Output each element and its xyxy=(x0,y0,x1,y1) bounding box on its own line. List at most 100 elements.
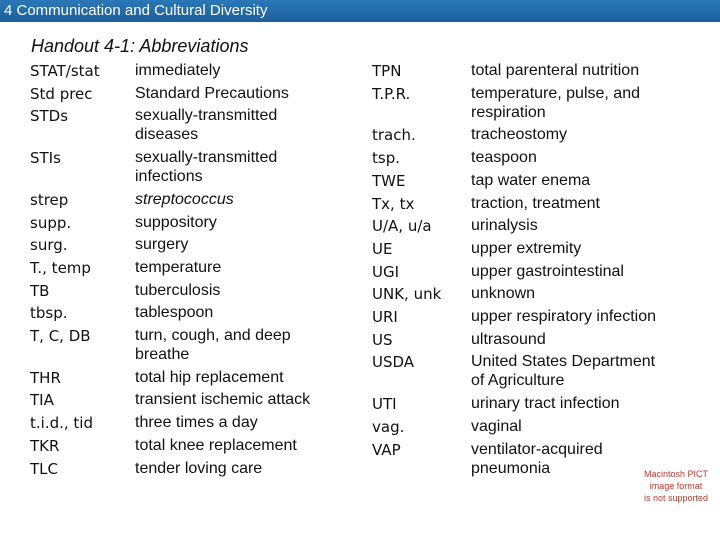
handout-title: Handout 4-1: Abbreviations xyxy=(31,36,249,56)
abbreviation: VAP xyxy=(372,440,401,459)
abbreviation: UNK, unk xyxy=(372,285,442,304)
meaning-line: traction, treatment xyxy=(471,194,600,212)
meaning-line: Standard Precautions xyxy=(135,84,289,102)
abbreviation: STDs xyxy=(30,107,69,126)
meaning-line: tender loving care xyxy=(135,459,263,477)
abbreviation: TIA xyxy=(30,391,54,410)
meaning-line: turn, cough, and deep xyxy=(135,327,291,344)
meaning: temperature, pulse, and respiration xyxy=(471,84,640,122)
meaning: ventilator-acquired pneumonia xyxy=(471,440,603,478)
meaning-line: respiration xyxy=(471,103,546,121)
abbreviation: t.i.d., tid xyxy=(30,414,93,433)
meaning-line: unknown xyxy=(471,285,536,303)
meaning: three times a day xyxy=(135,413,258,432)
abbreviation: TB xyxy=(30,281,50,300)
meaning: suppository xyxy=(135,213,217,232)
notice-line: is not supported xyxy=(643,493,709,503)
abbreviation: vag. xyxy=(372,417,405,436)
meaning: unknown xyxy=(471,284,535,303)
abbreviation: T.P.R. xyxy=(372,84,411,103)
abbreviation: THR xyxy=(30,368,61,387)
abbreviation: US xyxy=(372,330,393,349)
meaning-line: urinalysis xyxy=(471,217,538,235)
meaning-line: transient ischemic attack xyxy=(135,391,311,409)
meaning: upper respiratory infection xyxy=(471,307,656,326)
meaning: surgery xyxy=(135,235,188,254)
meaning-line: immediately xyxy=(135,62,221,79)
abbreviation: T., temp xyxy=(30,258,91,277)
abbreviation: TKR xyxy=(30,436,60,455)
meaning-line: upper gastrointestinal xyxy=(471,262,624,280)
meaning: total parenteral nutrition xyxy=(471,61,639,80)
abbreviation: strep xyxy=(30,190,69,209)
meaning: urinalysis xyxy=(471,216,538,235)
meaning: tender loving care xyxy=(135,459,262,478)
meaning-line: temperature xyxy=(135,258,222,276)
abbreviation: tbsp. xyxy=(30,304,68,323)
meaning: upper gastrointestinal xyxy=(471,262,624,281)
abbreviation: UGI xyxy=(372,262,400,281)
meaning-line: pneumonia xyxy=(471,459,551,477)
meaning: transient ischemic attack xyxy=(135,390,310,409)
meaning: tap water enema xyxy=(471,171,590,190)
meaning: sexually-transmitted infections xyxy=(135,148,277,186)
meaning-line: breathe xyxy=(135,346,190,363)
meaning: United States Department of Agriculture xyxy=(471,352,655,390)
meaning: teaspoon xyxy=(471,148,537,167)
abbreviation: STIs xyxy=(30,149,61,168)
meaning: Standard Precautions xyxy=(135,84,289,103)
abbreviation: Tx, tx xyxy=(372,194,415,213)
abbreviation: USDA xyxy=(372,353,415,372)
abbreviation: TPN xyxy=(372,62,402,80)
meaning-line: total parenteral nutrition xyxy=(471,62,640,79)
meaning-line: sexually-transmitted xyxy=(135,107,278,125)
meaning-line: urinary tract infection xyxy=(471,395,620,413)
meaning: streptococcus xyxy=(135,190,234,209)
meaning: total hip replacement xyxy=(135,368,284,387)
meaning-line: upper extremity xyxy=(471,239,582,257)
meaning-line: United States Department xyxy=(471,353,656,371)
meaning: sexually-transmitted diseases xyxy=(135,106,277,144)
abbreviation: supp. xyxy=(30,213,72,232)
meaning-line: total hip replacement xyxy=(135,368,284,386)
abbreviation: surg. xyxy=(30,236,68,255)
abbreviation: URI xyxy=(372,308,398,326)
meaning: immediately xyxy=(135,61,220,80)
meaning-line: ventilator-acquired xyxy=(471,440,603,458)
header-bar: 4 Communication and Cultural Diversity xyxy=(0,0,720,22)
meaning-line: total knee replacement xyxy=(135,436,297,454)
meaning: traction, treatment xyxy=(471,194,600,213)
abbreviation: trach. xyxy=(372,126,416,145)
meaning-line: temperature, pulse, and xyxy=(471,84,640,102)
meaning: tracheostomy xyxy=(471,125,567,144)
meaning: vaginal xyxy=(471,417,522,436)
meaning-line: tablespoon xyxy=(135,304,214,322)
abbreviation: STAT/stat xyxy=(30,62,100,80)
abbreviation: U/A, u/a xyxy=(372,217,432,236)
meaning-line: diseases xyxy=(135,126,199,144)
notice-line: Macintosh PICT xyxy=(643,469,709,479)
header-title: 4 Communication and Cultural Diversity xyxy=(4,2,268,19)
meaning-line: surgery xyxy=(135,236,189,254)
meaning-line: tracheostomy xyxy=(471,126,568,144)
meaning-line: vaginal xyxy=(471,417,522,435)
abbreviation: Std prec xyxy=(30,84,93,103)
meaning: temperature xyxy=(135,258,221,277)
meaning-line: three times a day xyxy=(135,414,258,432)
meaning-line: streptococcus xyxy=(135,190,234,208)
meaning-line: tuberculosis xyxy=(135,281,221,299)
meaning-line: infections xyxy=(135,168,203,186)
abbreviation: UTI xyxy=(372,395,397,414)
meaning-line: suppository xyxy=(135,213,217,231)
abbreviation: T, C, DB xyxy=(30,327,91,345)
meaning-line: of Agriculture xyxy=(471,372,565,390)
abbreviation: TWE xyxy=(372,171,406,190)
notice-line: image format xyxy=(649,481,703,491)
meaning-line: upper respiratory infection xyxy=(471,308,656,325)
meaning-line: tap water enema xyxy=(471,171,591,189)
abbreviation: tsp. xyxy=(372,149,400,168)
meaning: ultrasound xyxy=(471,330,546,349)
meaning-line: sexually-transmitted xyxy=(135,149,278,167)
meaning-line: teaspoon xyxy=(471,149,537,167)
